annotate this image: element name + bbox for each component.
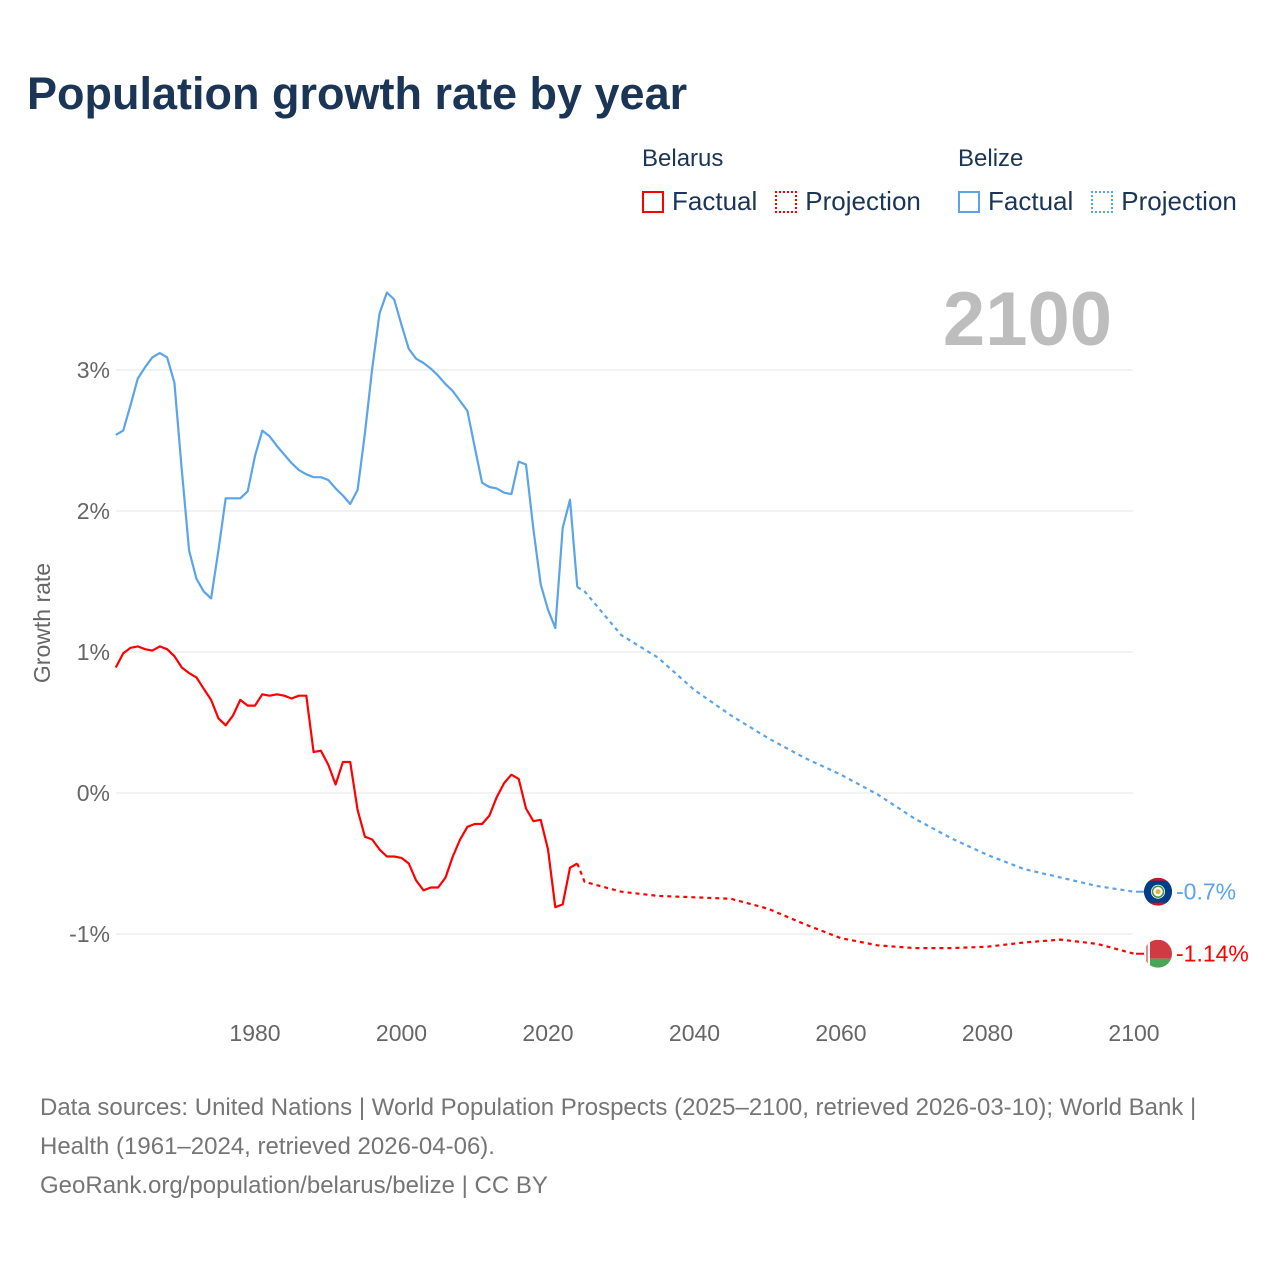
flag-red-band: [1144, 939, 1172, 959]
solid-swatch-icon: [958, 190, 980, 213]
data-sources: Data sources: United Nations | World Pop…: [40, 1094, 1197, 1160]
dotted-swatch-icon: [1091, 190, 1114, 213]
x-tick-label: 2000: [376, 1020, 427, 1046]
y-tick-label: 2%: [77, 498, 110, 524]
y-axis-label: Growth rate: [29, 563, 55, 683]
legend-label: Projection: [805, 186, 921, 216]
chart-title: Population growth rate by year: [27, 68, 688, 119]
y-tick-label: -1%: [69, 921, 110, 947]
legend-belize-factual[interactable]: Factual: [958, 186, 1073, 217]
belize-factual-line: [115, 291, 579, 630]
dotted-swatch-icon: [775, 190, 798, 213]
belize-flag-icon: [1144, 877, 1172, 906]
x-tick-label: 2020: [522, 1020, 573, 1046]
legend-label: Factual: [988, 186, 1074, 216]
x-tick-label: 2060: [815, 1020, 866, 1046]
solid-swatch-icon: [642, 190, 664, 213]
flag-body: [1144, 939, 1172, 968]
flag-body: [1144, 877, 1172, 906]
legend-country-belize: Belize: [958, 145, 1024, 172]
belize-projection-line: [576, 586, 1135, 893]
legend-belize-projection[interactable]: Projection: [1091, 186, 1237, 217]
flag-shield: [1155, 889, 1161, 895]
legend-belize: Belize Factual Projection: [958, 145, 1255, 217]
x-tick-label: 2100: [1108, 1020, 1159, 1046]
flag-wreath: [1151, 885, 1165, 898]
belarus-end-label: -1.14%: [1176, 941, 1249, 967]
footer: Data sources: United Nations | World Pop…: [40, 1088, 1240, 1205]
belarus-factual-line: [114, 645, 578, 909]
legend-label: Projection: [1121, 186, 1237, 216]
y-tick-label: 0%: [77, 780, 110, 806]
credit-link[interactable]: GeoRank.org/population/belarus/belize | …: [40, 1172, 548, 1199]
x-tick-label: 2080: [962, 1020, 1013, 1046]
legend-belarus-factual[interactable]: Factual: [642, 186, 757, 217]
belize-end-label: -0.7%: [1176, 879, 1236, 905]
x-tick-label: 1980: [229, 1020, 280, 1046]
flag-ornament-pattern: [1146, 939, 1148, 968]
x-tick-label: 2040: [669, 1020, 720, 1046]
belarus-flag-icon: [1144, 939, 1172, 968]
flag-green-band: [1144, 958, 1172, 968]
belarus-projection-line: [576, 863, 1135, 955]
y-tick-label: 3%: [77, 357, 110, 383]
legend-belarus: Belarus Factual Projection: [642, 145, 939, 217]
legend-country-belarus: Belarus: [642, 145, 724, 172]
legend-label: Factual: [672, 186, 758, 216]
year-display: 2100: [942, 277, 1112, 362]
legend-belarus-projection[interactable]: Projection: [775, 186, 921, 217]
y-tick-label: 1%: [77, 639, 110, 665]
